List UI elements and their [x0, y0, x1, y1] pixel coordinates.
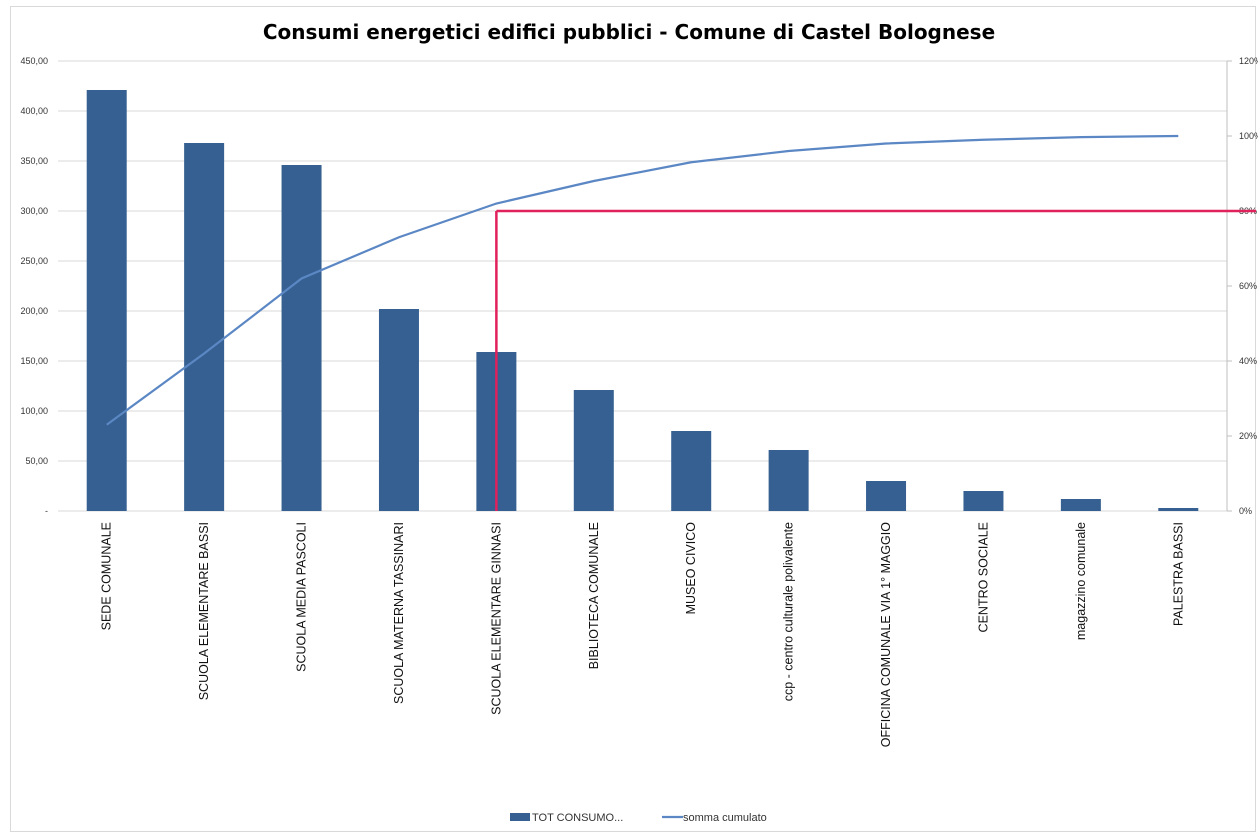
bar: [378, 309, 419, 511]
category-label: PALESTRA BASSI: [1171, 522, 1185, 626]
left-tick-label: 200,00: [20, 306, 48, 316]
left-tick-label: 250,00: [20, 256, 48, 266]
category-label: SCUOLA MEDIA PASCOLI: [295, 522, 309, 672]
bar: [671, 431, 712, 511]
left-tick-label: 150,00: [20, 356, 48, 366]
cumulative-line: [106, 134, 1179, 426]
bar: [573, 390, 614, 511]
bar: [866, 481, 907, 511]
bar: [281, 165, 322, 511]
bar: [768, 450, 809, 511]
right-tick-label: 60%: [1239, 281, 1257, 291]
chart-title: Consumi energetici edifici pubblici - Co…: [262, 20, 996, 44]
category-label: SEDE COMUNALE: [100, 522, 114, 630]
bar-series: [86, 90, 1199, 511]
left-tick-label: 300,00: [20, 206, 48, 216]
right-tick-label: 20%: [1239, 431, 1257, 441]
category-label: ccp - centro culturale polivalente: [782, 522, 796, 701]
left-tick-label: 50,00: [25, 456, 48, 466]
category-labels: SEDE COMUNALE SCUOLA ELEMENTARE BASSI SCUO…: [100, 522, 1186, 747]
bar: [1060, 499, 1101, 511]
line-series: [106, 134, 1179, 426]
bar: [1158, 508, 1199, 511]
category-label: BIBLIOTECA COMUNALE: [587, 522, 601, 669]
category-label: MUSEO CIVICO: [684, 522, 698, 615]
left-tick-label: 400,00: [20, 106, 48, 116]
legend: TOT CONSUMO... somma cumulato: [510, 812, 767, 824]
category-label: SCUOLA MATERNA TASSINARI: [392, 522, 406, 704]
bar: [963, 491, 1004, 511]
legend-swatch-bar: [510, 813, 530, 821]
left-tick-label: -: [45, 506, 48, 516]
category-label: SCUOLA ELEMENTARE GINNASI: [489, 522, 503, 715]
category-label: CENTRO SOCIALE: [976, 522, 990, 632]
bar: [86, 90, 127, 511]
legend-label-bar: TOT CONSUMO...: [532, 812, 623, 824]
left-tick-label: 350,00: [20, 156, 48, 166]
right-tick-label: 120%: [1239, 56, 1258, 66]
left-tick-label: 450,00: [20, 56, 48, 66]
category-label: magazzino comunale: [1074, 522, 1088, 640]
right-tick-label: 0%: [1239, 506, 1252, 516]
category-label: OFFICINA COMUNALE VIA 1° MAGGIO: [879, 522, 893, 747]
gridlines: [58, 60, 1227, 512]
right-axis-ticks: 0%20%40%60%80%100%120%: [1226, 56, 1258, 516]
bar: [184, 143, 225, 511]
left-axis-ticks: - 50,00 100,00 150,00 200,00 250,00 300,00 350,…: [20, 56, 48, 516]
left-tick-label: 100,00: [20, 406, 48, 416]
right-tick-label: 100%: [1239, 131, 1258, 141]
right-tick-label: 40%: [1239, 356, 1257, 366]
legend-label-line: somma cumulato: [683, 812, 767, 824]
category-label: SCUOLA ELEMENTARE BASSI: [197, 522, 211, 700]
threshold-annotation: [495, 209, 1256, 511]
